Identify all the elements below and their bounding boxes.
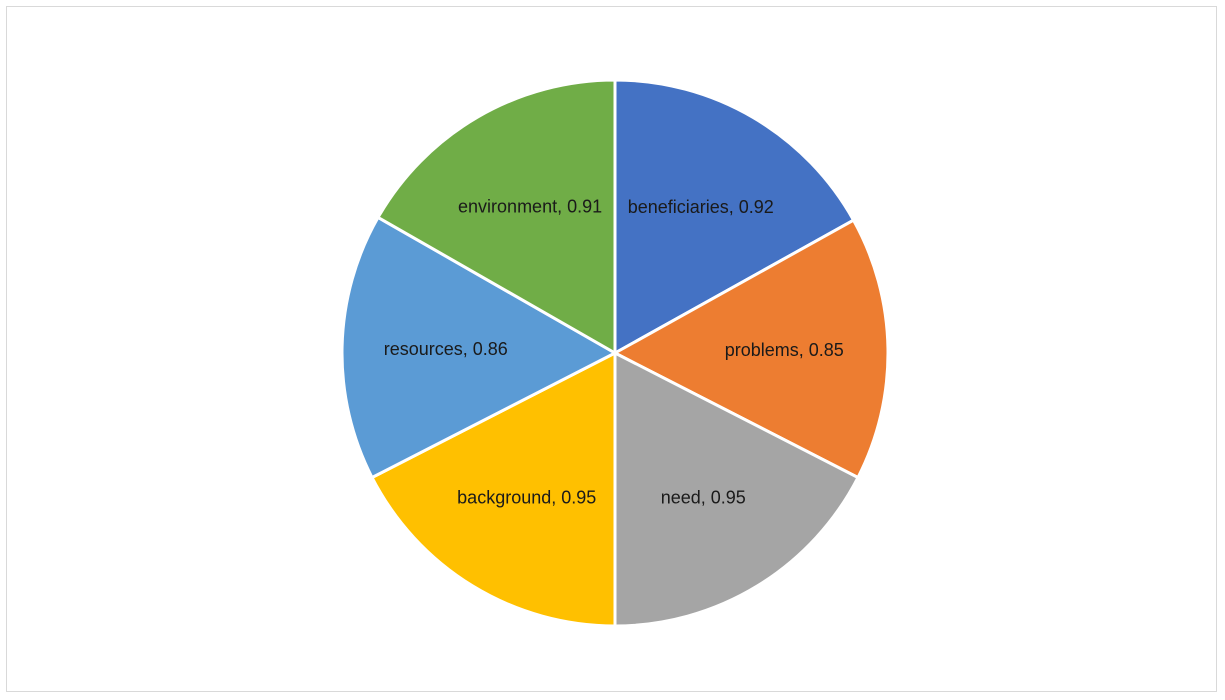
pie-slice-beneficiaries <box>613 78 856 356</box>
pie-labels: beneficiaries, 0.92 problems, 0.85 need, 0… <box>384 197 844 508</box>
data-label-environment: environment, 0.91 <box>458 197 602 217</box>
pie-slice-environment <box>376 78 617 356</box>
data-label-need: need, 0.95 <box>661 487 746 507</box>
data-label-beneficiaries: beneficiaries, 0.92 <box>628 197 774 217</box>
pie-slice-problems <box>611 218 890 480</box>
pie-slices <box>340 78 890 628</box>
data-label-background: background, 0.95 <box>457 487 596 507</box>
data-label-problems: problems, 0.85 <box>725 340 844 360</box>
pie-slice-need <box>613 350 860 628</box>
pie-slice-background <box>370 350 617 628</box>
pie-slice-resources <box>340 215 619 480</box>
data-label-resources: resources, 0.86 <box>384 339 508 359</box>
